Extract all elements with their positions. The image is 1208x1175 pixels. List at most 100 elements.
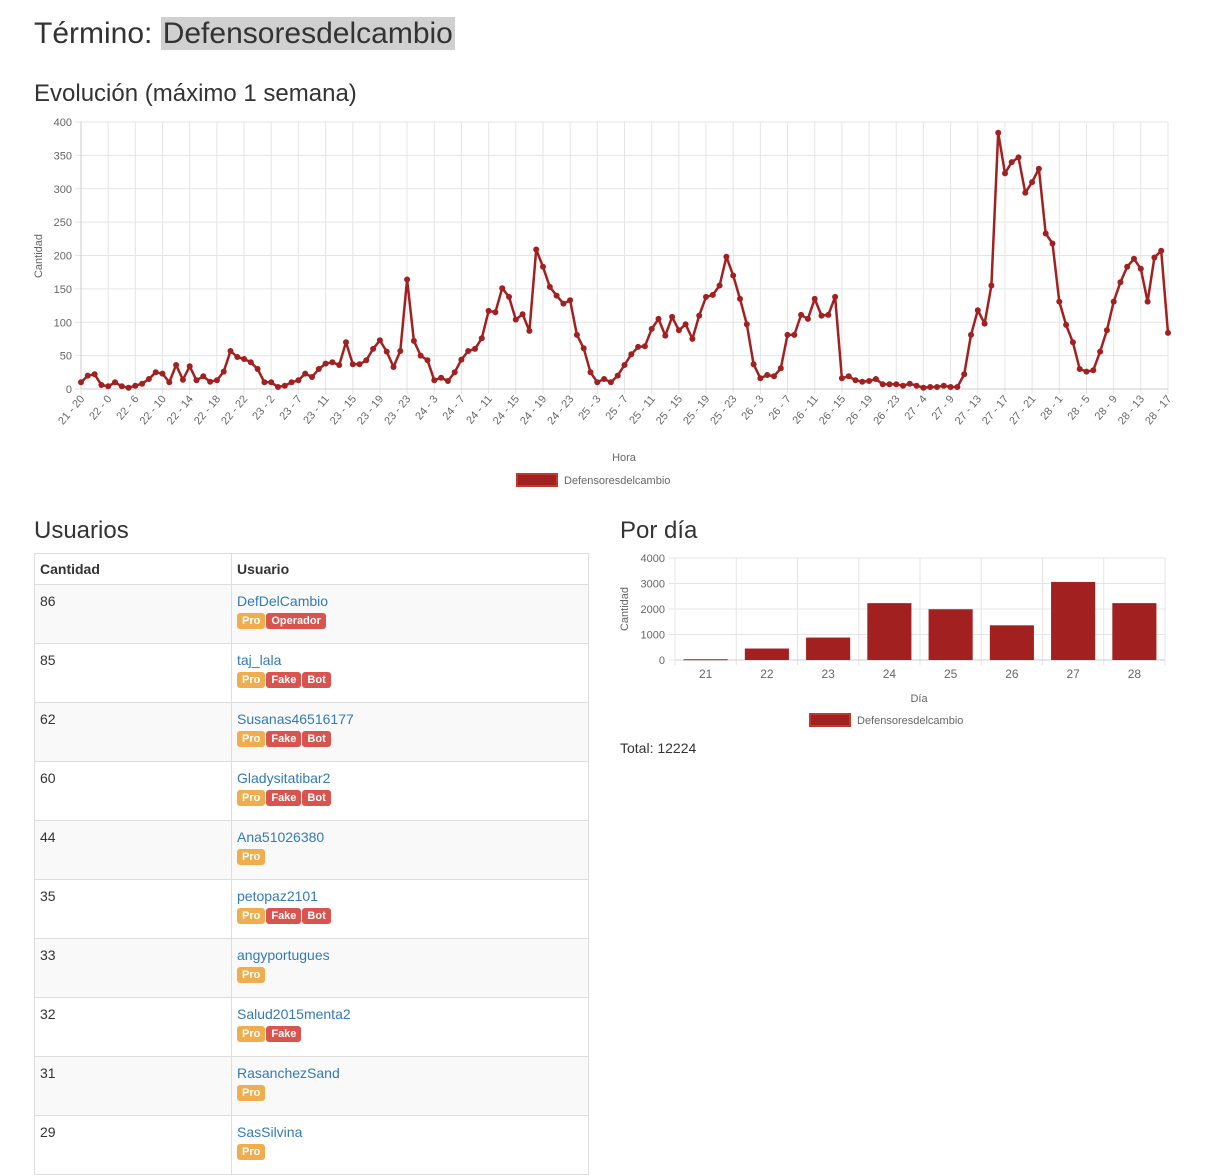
data-point[interactable] [213,377,220,384]
data-point[interactable] [1097,348,1104,355]
data-point[interactable] [193,377,200,384]
data-point[interactable] [804,315,811,322]
data-point[interactable] [614,372,621,379]
bar[interactable] [928,609,973,660]
data-point[interactable] [832,293,839,300]
data-point[interactable] [798,311,805,318]
data-point[interactable] [275,384,281,390]
data-point[interactable] [485,307,492,314]
data-point[interactable] [261,379,268,386]
data-point[interactable] [410,337,417,344]
data-point[interactable] [1165,329,1171,336]
data-point[interactable] [750,361,757,368]
data-point[interactable] [499,285,506,292]
data-point[interactable] [628,351,635,358]
data-point[interactable] [791,331,798,338]
data-point[interactable] [397,348,404,354]
data-point[interactable] [567,297,574,304]
data-point[interactable] [329,359,336,366]
data-point[interactable] [356,361,363,368]
data-point[interactable] [145,376,152,382]
user-link[interactable]: Salud2015menta2 [237,1006,351,1022]
data-point[interactable] [302,370,309,377]
data-point[interactable] [1008,159,1015,166]
data-point[interactable] [424,357,431,364]
data-point[interactable] [1029,179,1036,186]
data-point[interactable] [444,378,451,384]
user-link[interactable]: petopaz2101 [237,888,318,904]
data-point[interactable] [906,380,913,387]
data-point[interactable] [1063,321,1070,328]
data-point[interactable] [893,381,900,388]
data-point[interactable] [241,356,248,362]
user-link[interactable]: SasSilvina [237,1124,303,1140]
data-point[interactable] [886,381,893,388]
data-point[interactable] [1022,189,1029,196]
data-point[interactable] [709,291,716,298]
user-link[interactable]: Gladysitatibar2 [237,770,331,786]
data-point[interactable] [363,357,370,364]
data-point[interactable] [703,293,709,300]
data-point[interactable] [730,272,737,279]
user-link[interactable]: Susanas46516177 [237,711,354,727]
data-point[interactable] [404,276,411,283]
data-point[interactable] [669,313,676,320]
bar[interactable] [1112,603,1157,660]
data-point[interactable] [132,382,139,389]
data-point[interactable] [139,380,146,387]
data-point[interactable] [635,343,642,350]
data-point[interactable] [1049,240,1056,247]
data-point[interactable] [1117,279,1124,286]
legend[interactable]: Defensoresdelcambio [516,473,670,487]
data-point[interactable] [492,309,499,316]
data-point[interactable] [580,345,587,352]
data-point[interactable] [336,362,343,368]
data-point[interactable] [78,379,84,386]
data-point[interactable] [227,348,234,354]
data-point[interactable] [546,283,553,290]
data-point[interactable] [920,384,927,391]
data-point[interactable] [254,366,261,372]
data-point[interactable] [1144,298,1151,305]
data-point[interactable] [112,379,118,386]
data-point[interactable] [390,364,397,370]
data-point[interactable] [343,339,349,346]
data-point[interactable] [764,372,771,378]
data-point[interactable] [98,382,105,388]
data-point[interactable] [540,263,546,270]
data-point[interactable] [682,321,689,328]
data-point[interactable] [247,359,254,366]
data-point[interactable] [879,381,886,388]
data-point[interactable] [607,379,614,386]
data-point[interactable] [1076,366,1083,372]
data-point[interactable] [716,282,723,289]
data-point[interactable] [322,360,329,367]
data-point[interactable] [553,292,560,299]
data-point[interactable] [1103,327,1110,334]
data-point[interactable] [465,348,472,354]
data-point[interactable] [1056,298,1063,305]
data-point[interactable] [825,311,832,318]
data-point[interactable] [662,332,669,339]
data-point[interactable] [988,282,995,289]
data-point[interactable] [519,311,526,318]
data-point[interactable] [927,384,934,390]
data-point[interactable] [370,345,377,352]
data-point[interactable] [981,320,988,327]
data-point[interactable] [641,343,648,350]
data-point[interactable] [1110,298,1117,305]
data-point[interactable] [1083,368,1090,375]
data-point[interactable] [771,373,777,380]
data-point[interactable] [1151,254,1158,261]
data-point[interactable] [438,374,445,381]
data-point[interactable] [166,379,173,386]
data-point[interactable] [478,335,485,342]
data-point[interactable] [743,321,750,328]
data-point[interactable] [281,382,288,389]
bar[interactable] [867,603,912,660]
data-point[interactable] [655,315,662,322]
data-point[interactable] [376,337,383,344]
data-point[interactable] [200,373,207,380]
data-point[interactable] [186,363,193,370]
data-point[interactable] [431,377,438,384]
